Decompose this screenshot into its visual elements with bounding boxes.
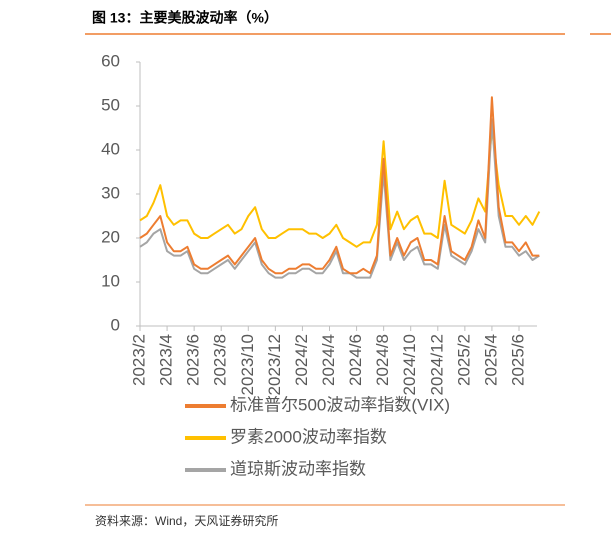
chart-title: 图 13：主要美股波动率（%）: [92, 10, 278, 26]
y-tick-label: 30: [101, 183, 120, 202]
legend-label: 标准普尔500波动率指数(VIX): [230, 395, 450, 414]
series-line: [139, 118, 540, 279]
x-tick-label: 2025/6: [508, 334, 527, 386]
x-tick-label: 2024/4: [319, 334, 338, 386]
x-tick-label: 2024/10: [400, 334, 419, 395]
series-line: [139, 96, 540, 275]
source-note: 资料来源：Wind，天风证券研究所: [95, 513, 278, 528]
legend-label: 罗素2000波动率指数: [230, 427, 387, 446]
x-tick-label: 2023/4: [157, 334, 176, 386]
x-tick-label: 2023/8: [211, 334, 230, 386]
x-tick-label: 2023/6: [184, 334, 203, 386]
y-tick-label: 0: [111, 315, 120, 334]
x-tick-label: 2024/12: [427, 334, 446, 395]
x-tick-label: 2024/2: [292, 334, 311, 386]
x-tick-label: 2023/2: [129, 334, 148, 386]
legend-label: 道琼斯波动率指数: [230, 459, 366, 478]
y-tick-label: 40: [101, 139, 120, 158]
y-tick-label: 20: [101, 227, 120, 246]
y-tick-label: 60: [101, 51, 120, 70]
x-tick-label: 2024/8: [373, 334, 392, 386]
series-line: [139, 127, 541, 248]
x-tick-label: 2023/10: [238, 334, 257, 395]
x-tick-label: 2025/4: [481, 334, 500, 386]
x-tick-label: 2025/2: [454, 334, 473, 386]
y-tick-label: 10: [101, 271, 120, 290]
x-tick-label: 2024/6: [346, 334, 365, 386]
y-tick-label: 50: [101, 95, 120, 114]
x-tick-label: 2023/12: [265, 334, 284, 395]
